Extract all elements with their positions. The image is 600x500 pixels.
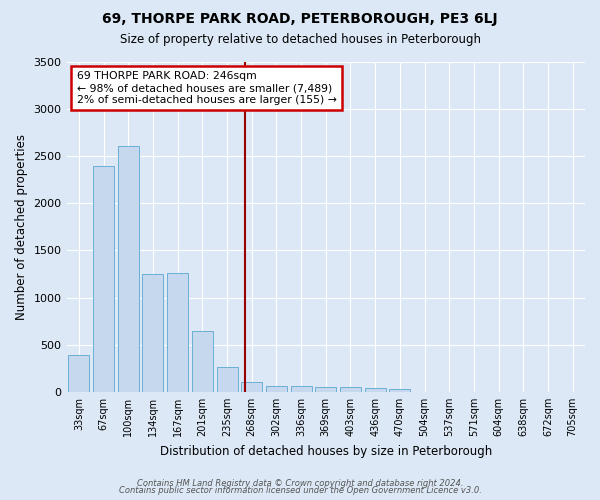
Bar — [241, 382, 262, 392]
Text: 69, THORPE PARK ROAD, PETERBOROUGH, PE3 6LJ: 69, THORPE PARK ROAD, PETERBOROUGH, PE3 … — [102, 12, 498, 26]
Bar — [389, 388, 410, 392]
Bar — [217, 368, 238, 392]
Bar — [340, 388, 361, 392]
Text: 69 THORPE PARK ROAD: 246sqm
← 98% of detached houses are smaller (7,489)
2% of s: 69 THORPE PARK ROAD: 246sqm ← 98% of det… — [77, 72, 337, 104]
Text: Contains HM Land Registry data © Crown copyright and database right 2024.: Contains HM Land Registry data © Crown c… — [137, 478, 463, 488]
Bar — [192, 330, 213, 392]
Text: Size of property relative to detached houses in Peterborough: Size of property relative to detached ho… — [119, 32, 481, 46]
X-axis label: Distribution of detached houses by size in Peterborough: Distribution of detached houses by size … — [160, 444, 492, 458]
Bar — [365, 388, 386, 392]
Bar — [68, 355, 89, 392]
Y-axis label: Number of detached properties: Number of detached properties — [15, 134, 28, 320]
Bar — [142, 274, 163, 392]
Text: Contains public sector information licensed under the Open Government Licence v3: Contains public sector information licen… — [119, 486, 481, 495]
Bar — [167, 273, 188, 392]
Bar — [266, 386, 287, 392]
Bar — [93, 166, 114, 392]
Bar — [118, 146, 139, 392]
Bar — [315, 386, 336, 392]
Bar — [290, 386, 311, 392]
